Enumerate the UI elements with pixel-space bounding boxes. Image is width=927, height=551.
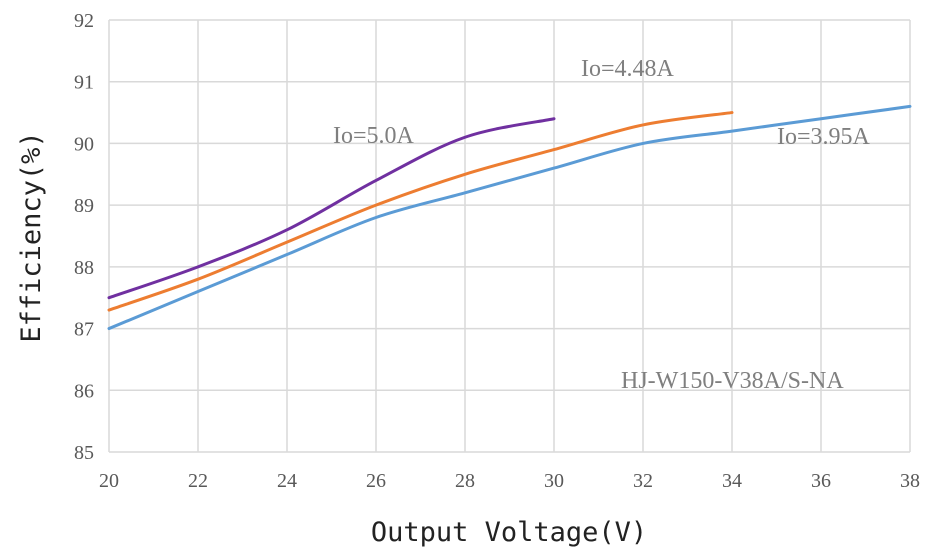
grid bbox=[108, 19, 911, 453]
series-label-io-5-0a: Io=5.0A bbox=[333, 123, 415, 149]
series-line-io-4-48a bbox=[107, 111, 734, 312]
y-tick-label: 91 bbox=[74, 72, 94, 94]
series-label-io-4-48a: Io=4.48A bbox=[581, 56, 675, 82]
x-tick-label: 34 bbox=[722, 470, 742, 492]
y-tick-label: 88 bbox=[74, 257, 94, 279]
y-tick-label: 86 bbox=[74, 380, 94, 402]
series-line-io-5-0a bbox=[107, 117, 556, 300]
x-tick-label: 24 bbox=[277, 470, 297, 492]
x-tick-label: 36 bbox=[811, 470, 831, 492]
y-tick-label: 92 bbox=[74, 10, 94, 32]
y-tick-label: 90 bbox=[74, 133, 94, 155]
x-tick-label: 22 bbox=[188, 470, 208, 492]
x-tick-label: 38 bbox=[900, 470, 920, 492]
x-axis-title: Output Voltage(V) bbox=[371, 517, 647, 548]
y-axis-title: Efficiency(%) bbox=[16, 131, 47, 342]
x-tick-label: 30 bbox=[544, 470, 564, 492]
y-tick-label: 85 bbox=[74, 442, 94, 464]
x-tick-label: 28 bbox=[455, 470, 475, 492]
y-axis-ticks: 85 86 87 88 89 90 91 92 bbox=[74, 10, 94, 464]
x-tick-label: 20 bbox=[99, 470, 119, 492]
series-label-io-3-95a: Io=3.95A bbox=[777, 124, 871, 150]
x-tick-label: 32 bbox=[633, 470, 653, 492]
model-annotation: HJ-W150-V38A/S-NA bbox=[621, 368, 844, 394]
series-lines bbox=[107, 104, 912, 331]
series-line-io-3-95a bbox=[107, 104, 912, 331]
y-tick-label: 87 bbox=[74, 319, 94, 341]
x-tick-label: 26 bbox=[366, 470, 386, 492]
x-axis-ticks: 20 22 24 26 28 30 32 34 36 38 bbox=[99, 470, 920, 492]
y-tick-label: 89 bbox=[74, 195, 94, 217]
